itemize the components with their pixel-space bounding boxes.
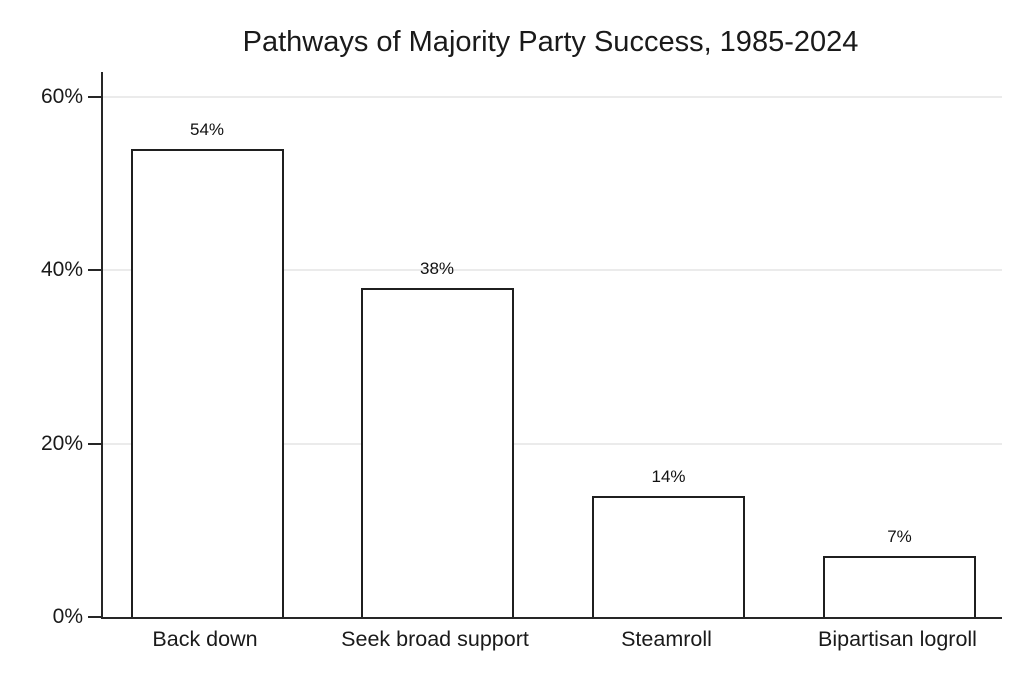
- chart-title: Pathways of Majority Party Success, 1985…: [242, 26, 859, 58]
- y-tick-label: 40%: [40, 258, 83, 282]
- x-category-label: Seek broad support: [341, 627, 529, 651]
- bar: [823, 556, 976, 617]
- bar: [130, 149, 284, 617]
- x-category-label: Steamroll: [621, 627, 712, 651]
- y-tick: [88, 616, 101, 618]
- y-tick-label: 60%: [40, 85, 83, 109]
- gridline: [103, 269, 1002, 272]
- bar-value-label: 7%: [887, 527, 912, 547]
- y-tick: [88, 269, 101, 272]
- gridline: [103, 96, 1002, 99]
- bar-value-label: 38%: [419, 258, 455, 278]
- x-category-label: Bipartisan logroll: [818, 627, 977, 651]
- plot-area: 54% 38% 14% 7%: [101, 72, 1002, 619]
- gridline: [103, 442, 1002, 445]
- y-tick: [88, 96, 101, 99]
- bar-value-label: 54%: [189, 120, 225, 140]
- y-tick: [88, 442, 101, 445]
- y-tick-label: 0%: [52, 605, 83, 628]
- bar: [360, 287, 514, 617]
- bar: [592, 495, 745, 617]
- bar-value-label: 14%: [651, 466, 686, 486]
- x-category-label: Back down: [152, 627, 258, 651]
- y-tick-label: 20%: [40, 431, 83, 455]
